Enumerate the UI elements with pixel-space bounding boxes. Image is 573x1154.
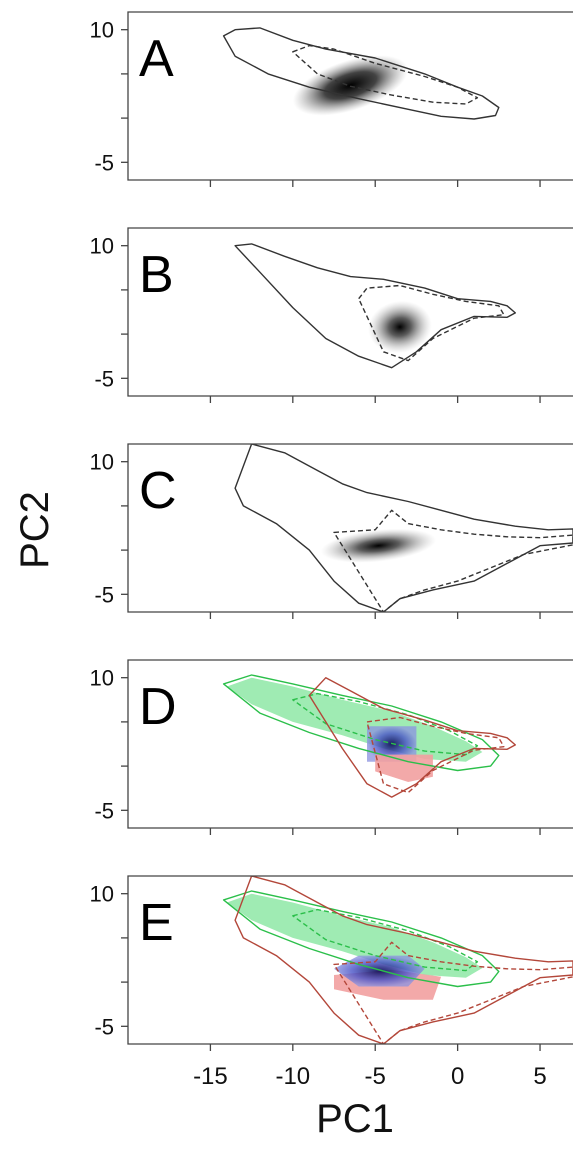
y-tick-label: -5 xyxy=(94,582,114,607)
contour-green-inner-E xyxy=(292,908,479,972)
y-tick-label: -5 xyxy=(94,366,114,391)
panel-frame-C xyxy=(127,443,573,613)
x-tick-label: 0 xyxy=(451,1063,464,1090)
x-tick-label: 5 xyxy=(533,1063,546,1090)
panel-A: 10 -5 A xyxy=(90,11,573,187)
panel-E: 10 -5 -15 -10 -5 0 5 E xyxy=(90,875,573,1090)
contour-green-outer-D xyxy=(222,674,500,772)
y-axis-label: PC2 xyxy=(13,491,57,569)
panel-label-D: D xyxy=(139,678,177,736)
density-region-green-D xyxy=(226,677,483,762)
panel-label-E: E xyxy=(139,894,174,952)
x-tick-label: -10 xyxy=(275,1063,310,1090)
y-tick-label: 10 xyxy=(90,450,114,475)
panel-B: 10 -5 B xyxy=(90,227,573,403)
panel-frame-B xyxy=(127,227,573,397)
contour-black-outer-B xyxy=(234,243,516,369)
contour-black-inner-B xyxy=(358,284,505,362)
x-tick-label: -15 xyxy=(193,1063,228,1090)
contour-green-inner-D xyxy=(292,692,479,756)
panel-C: 10 -5 C xyxy=(90,443,573,619)
contour-black-outer-A xyxy=(222,27,500,120)
panel-frame-E xyxy=(127,875,573,1045)
contour-red-outer-D xyxy=(308,677,516,798)
y-tick-label: 10 xyxy=(90,882,114,907)
contour-red-outer-E xyxy=(234,876,573,1044)
panel-label-A: A xyxy=(139,30,174,88)
density-peak-A xyxy=(292,55,409,116)
panel-label-B: B xyxy=(139,246,174,304)
density-peak-B xyxy=(368,300,432,354)
x-axis-label: PC1 xyxy=(316,1097,394,1141)
contour-green-outer-E xyxy=(222,890,500,988)
contour-black-inner-C xyxy=(333,509,573,612)
panel-frame-A xyxy=(127,11,573,181)
contour-black-inner-A xyxy=(292,44,479,105)
x-tick-label: -5 xyxy=(365,1063,386,1090)
density-region-green-E xyxy=(226,893,483,978)
density-peak-C xyxy=(320,528,437,563)
contour-red-inner-D xyxy=(366,716,505,794)
y-tick-label: 10 xyxy=(90,666,114,691)
contour-black-outer-C xyxy=(234,444,573,612)
panel-frame-D xyxy=(127,659,573,829)
y-tick-label: -5 xyxy=(94,150,114,175)
y-tick-label: -5 xyxy=(94,798,114,823)
y-tick-label: -5 xyxy=(94,1014,114,1039)
density-region-red-D xyxy=(375,754,433,782)
panel-label-C: C xyxy=(139,462,177,520)
y-tick-label: 10 xyxy=(90,234,114,259)
contour-red-inner-E xyxy=(333,941,573,1044)
y-tick-label: 10 xyxy=(90,18,114,43)
panel-D: 10 -5 D xyxy=(90,659,573,835)
